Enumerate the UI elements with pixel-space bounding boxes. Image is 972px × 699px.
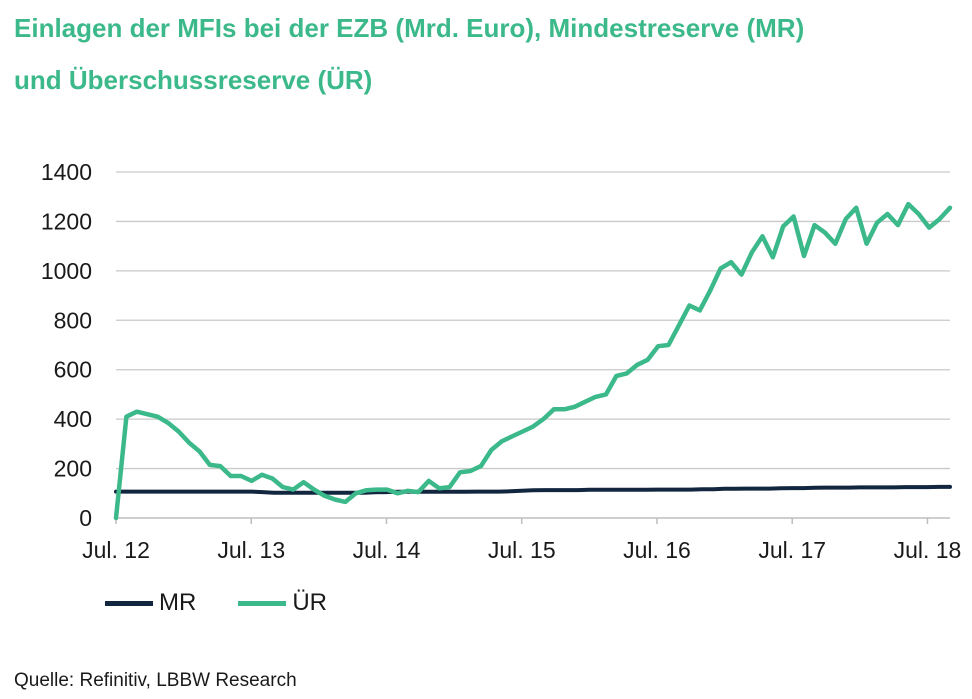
legend-label-ur: ÜR <box>292 589 327 616</box>
x-tick-label: Jul. 17 <box>758 537 826 563</box>
x-tick-label: Jul. 18 <box>894 537 962 563</box>
chart-title-line-1: Einlagen der MFIs bei der EZB (Mrd. Euro… <box>14 13 805 43</box>
x-tick-label: Jul. 12 <box>82 537 150 563</box>
y-tick-label: 600 <box>54 357 92 383</box>
legend-swatch-ur <box>238 600 287 606</box>
x-tick-label: Jul. 15 <box>488 537 556 563</box>
legend-label-mr: MR <box>159 589 197 616</box>
y-tick-label: 1400 <box>41 159 92 185</box>
line-chart: 0 200 400 600 800 1000 1200 1400 Jul. 12 Jul. 13… <box>41 159 962 563</box>
y-tick-label: 800 <box>54 307 92 333</box>
series-line-ur <box>113 201 953 521</box>
legend-item-mr: MR <box>105 589 196 617</box>
chart-title-line-2: und Überschussreserve (ÜR) <box>14 65 373 95</box>
y-tick-label: 0 <box>79 505 92 531</box>
legend-swatch-mr <box>105 600 153 606</box>
y-tick-labels: 0 200 400 600 800 1000 1200 1400 <box>41 159 92 531</box>
data-series <box>113 201 953 521</box>
y-tick-label: 200 <box>54 456 92 482</box>
axes <box>115 517 950 524</box>
x-tick-label: Jul. 16 <box>623 537 691 563</box>
series-line-mr <box>114 484 952 495</box>
legend: MR ÜR <box>105 586 369 620</box>
x-tick-label: Jul. 14 <box>353 537 421 563</box>
x-tick-label: Jul. 13 <box>217 537 285 563</box>
chart-title: Einlagen der MFIs bei der EZB (Mrd. Euro… <box>14 2 964 106</box>
y-tick-label: 1200 <box>41 208 92 234</box>
x-tick-labels: Jul. 12 Jul. 13 Jul. 14 Jul. 15 Jul. 16 Jul. … <box>82 537 961 563</box>
legend-item-ur: ÜR <box>238 589 327 617</box>
y-tick-label: 400 <box>54 406 92 432</box>
source-note: Quelle: Refinitiv, LBBW Research <box>14 670 297 691</box>
gridlines <box>116 171 950 470</box>
y-tick-label: 1000 <box>41 258 92 284</box>
